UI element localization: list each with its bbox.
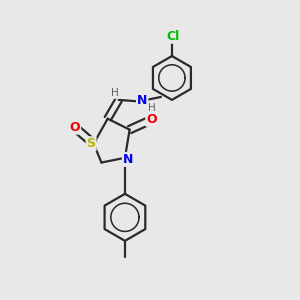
Text: Cl: Cl	[166, 30, 179, 43]
Text: N: N	[137, 94, 147, 107]
Text: H: H	[148, 103, 155, 113]
Text: O: O	[146, 113, 157, 126]
Text: O: O	[70, 121, 80, 134]
Text: N: N	[123, 153, 133, 166]
Text: H: H	[111, 88, 119, 98]
Text: S: S	[87, 137, 96, 150]
